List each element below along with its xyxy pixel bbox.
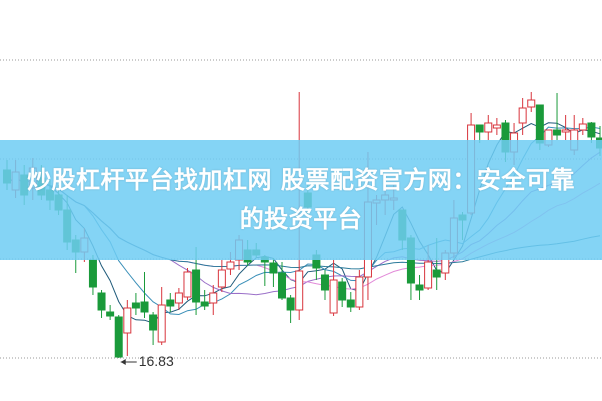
low-price-arrow [120, 359, 137, 365]
candle-body [226, 261, 235, 270]
candle-down [166, 293, 175, 312]
candle-body [578, 123, 587, 131]
candle-up [518, 98, 527, 135]
candle-body [88, 259, 97, 288]
candle-body [432, 269, 441, 278]
candle-body [295, 270, 304, 311]
candle-body [492, 124, 501, 129]
candle-down [553, 93, 562, 140]
candle-up [329, 260, 338, 316]
candle-up [123, 300, 132, 356]
candle-down [278, 262, 287, 300]
candle-body [475, 124, 484, 133]
candle-body [587, 122, 596, 138]
candle-body [217, 269, 226, 288]
candle-down [346, 292, 355, 312]
candle-up [484, 115, 493, 140]
candle-down [286, 295, 295, 323]
candle-up [174, 288, 183, 310]
banner-title: 炒股杠杆平台找加杠网 股票配资官方网：安全可靠的投资平台 [27, 166, 575, 233]
candle-up [183, 268, 192, 300]
candle-body [415, 284, 424, 291]
candle-body [346, 299, 355, 308]
candle-body [355, 276, 364, 308]
candle-body [131, 302, 140, 309]
candle-body [114, 316, 123, 358]
candle-down [338, 278, 347, 307]
candle-body [561, 129, 570, 133]
candle-body [338, 281, 347, 301]
candle-body [157, 304, 166, 343]
candle-up [209, 285, 218, 315]
ma5-line [6, 122, 601, 324]
candle-down [88, 255, 97, 295]
candle-body [518, 107, 527, 124]
candle-body [140, 301, 149, 313]
candle-body [192, 269, 201, 303]
candle-body [174, 292, 183, 304]
candle-up [561, 115, 570, 140]
candle-down [320, 270, 329, 300]
candle-down [200, 290, 209, 310]
candle-body [286, 297, 295, 311]
low-price-label: 16.83 [138, 353, 174, 369]
candle-body [527, 99, 536, 108]
candle-body [123, 307, 132, 334]
candle-body [166, 299, 175, 307]
overlay-banner: 炒股杠杆平台找加杠网 股票配资官方网：安全可靠的投资平台 [0, 140, 602, 260]
candle-body [535, 104, 544, 144]
candle-down [587, 122, 596, 143]
candle-up [217, 260, 226, 292]
candle-body [553, 129, 562, 136]
candle-body [484, 122, 493, 133]
candle-up [527, 92, 536, 112]
candle-down [415, 275, 424, 300]
candle-body [183, 271, 192, 298]
candle-up [157, 287, 166, 345]
candle-body [329, 279, 338, 314]
candle-down [114, 315, 123, 358]
candle-down [140, 272, 149, 318]
candle-body [269, 262, 278, 274]
candle-body [278, 272, 287, 299]
candle-body [320, 274, 329, 291]
candle-down [149, 312, 158, 345]
candle-body [424, 261, 433, 289]
candle-down [106, 305, 115, 320]
candle-down [131, 293, 140, 315]
candle-down [269, 258, 278, 287]
candle-body [209, 292, 218, 304]
candle-body [149, 314, 158, 331]
candle-up [578, 118, 587, 135]
candle-up [492, 118, 501, 135]
candle-body [106, 311, 115, 317]
candle-up [355, 270, 364, 310]
candle-body [200, 301, 209, 307]
candle-down [97, 290, 106, 318]
arrow-head-icon [120, 359, 126, 365]
candle-body [97, 292, 106, 311]
